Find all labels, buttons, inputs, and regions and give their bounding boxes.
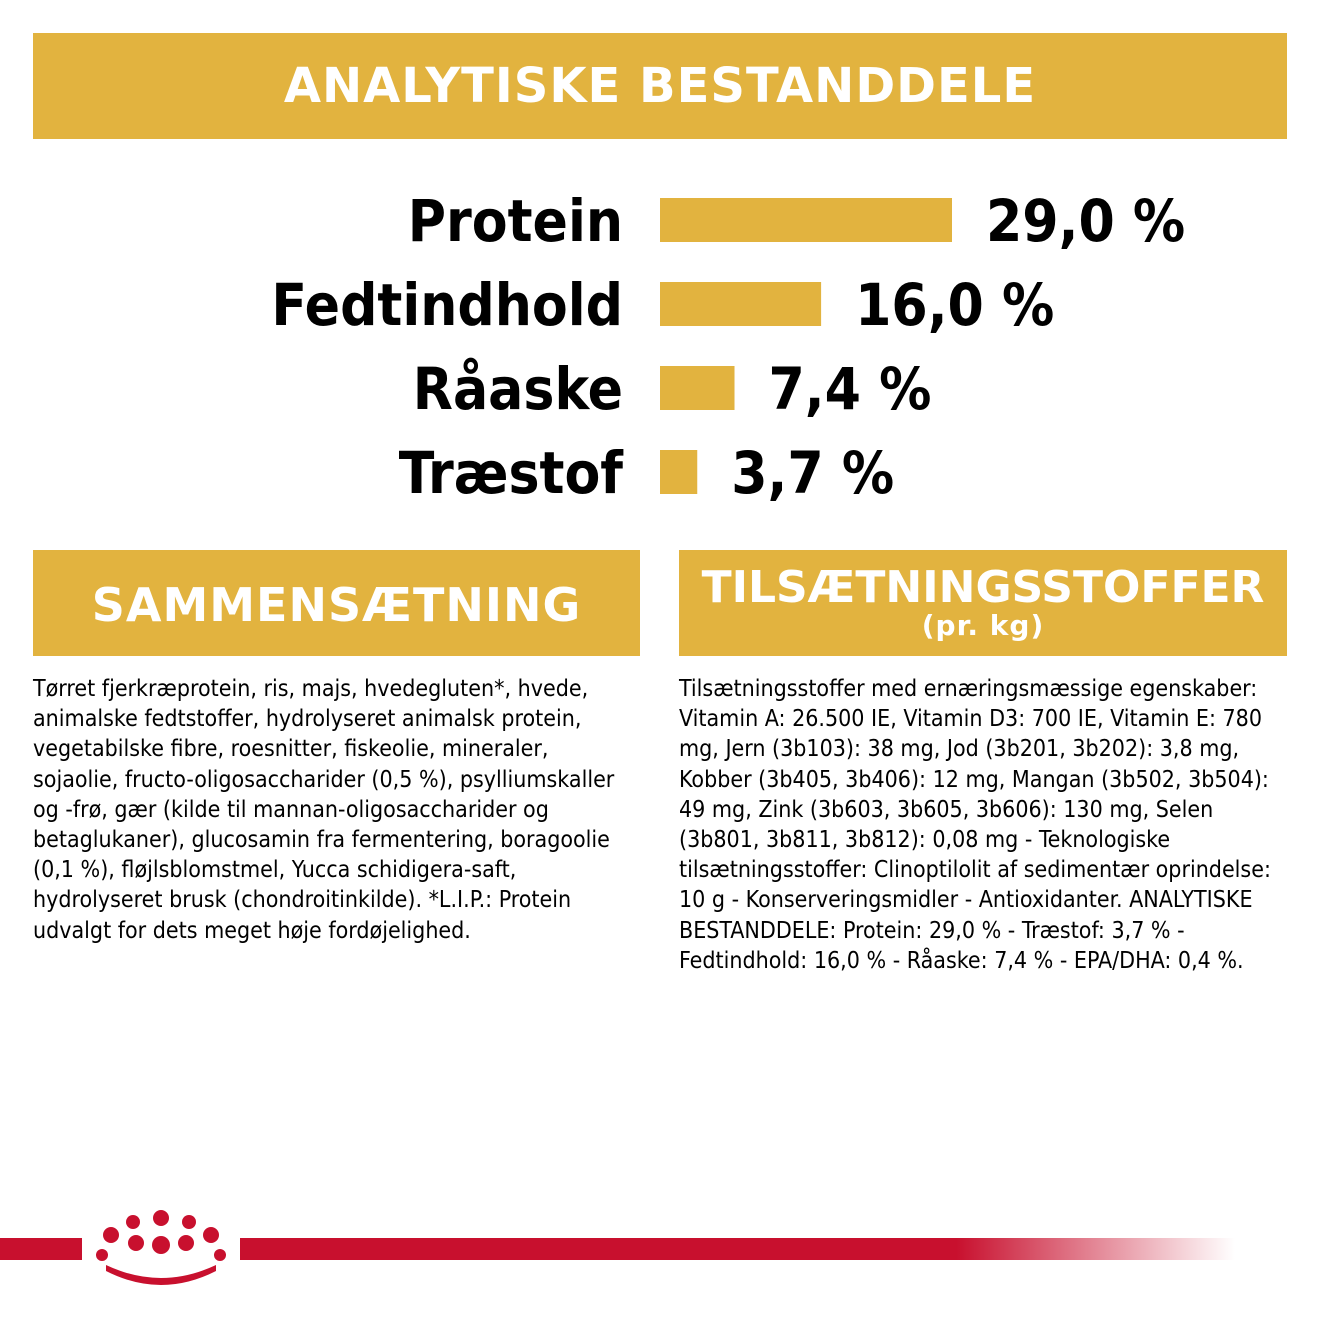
analytical-title: ANALYTISKE BESTANDDELE bbox=[283, 58, 1037, 114]
composition-title: SAMMENSÆTNING bbox=[91, 578, 582, 632]
additives-title: TILSÆTNINGSSTOFFER bbox=[701, 562, 1265, 613]
bar bbox=[660, 450, 698, 494]
composition-text: Tørret fjerkræprotein, ris, majs, hvedeg… bbox=[33, 676, 615, 944]
footer-brand-strip bbox=[0, 1210, 1235, 1285]
additives-subtitle: (pr. kg) bbox=[921, 609, 1045, 642]
analytical-banner: ANALYTISKE BESTANDDELE bbox=[33, 33, 1287, 139]
crown-icon bbox=[96, 1210, 226, 1285]
category-label: Protein bbox=[408, 187, 623, 255]
category-label: Træstof bbox=[399, 439, 625, 507]
analytical-chart: Protein 29,0 % Fedtindhold 16,0 % Råaske 7,4 … bbox=[271, 187, 1185, 507]
bar bbox=[660, 282, 822, 326]
value-label: 3,7 % bbox=[731, 439, 894, 507]
category-label: Fedtindhold bbox=[271, 271, 623, 339]
additives-text: Tilsætningsstoffer med ernæringsmæssige … bbox=[679, 676, 1271, 974]
footer-red-line-right bbox=[240, 1238, 1235, 1260]
value-label: 7,4 % bbox=[769, 355, 932, 423]
footer-red-line-left bbox=[0, 1238, 82, 1260]
bar bbox=[660, 198, 952, 242]
value-label: 29,0 % bbox=[986, 187, 1185, 255]
category-label: Råaske bbox=[413, 355, 623, 423]
bar bbox=[660, 366, 735, 410]
composition-banner: SAMMENSÆTNING bbox=[33, 550, 640, 656]
value-label: 16,0 % bbox=[855, 271, 1054, 339]
additives-banner: TILSÆTNINGSSTOFFER (pr. kg) bbox=[679, 550, 1287, 656]
